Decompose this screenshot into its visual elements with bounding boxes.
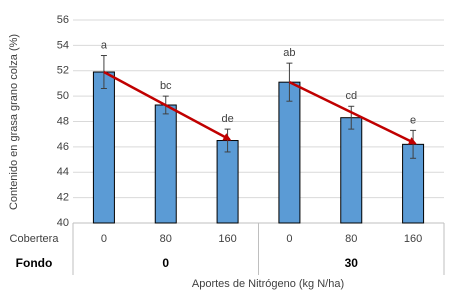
group-label: 0: [162, 256, 169, 270]
significance-letter: de: [221, 113, 233, 125]
significance-letter: ab: [283, 47, 295, 59]
bar: [278, 81, 301, 224]
x-axis-label: Aportes de Nitrógeno (kg N/ha): [192, 278, 344, 290]
y-tick-label: 44: [57, 166, 69, 178]
y-tick-label: 40: [57, 217, 69, 229]
x-tick-label: 80: [160, 233, 172, 245]
y-tick-label: 50: [57, 90, 69, 102]
row-label: Cobertera: [10, 233, 60, 245]
y-tick-label: 56: [57, 14, 69, 26]
significance-letter: bc: [160, 80, 172, 92]
y-axis-label: Contenido en grasa grano colza (%): [8, 34, 20, 210]
bar: [216, 140, 239, 224]
significance-letter: a: [101, 39, 108, 51]
y-tick-label: 54: [57, 39, 69, 51]
y-tick-label: 42: [57, 192, 69, 204]
group-row-label: Fondo: [16, 256, 53, 270]
significance-letter: cd: [345, 90, 357, 102]
x-tick-label: 160: [404, 233, 422, 245]
x-tick-label: 0: [286, 233, 292, 245]
bar: [340, 117, 363, 224]
trend-arrow: [103, 70, 232, 141]
bar: [92, 71, 115, 224]
bar: [154, 104, 177, 224]
y-tick-label: 46: [57, 141, 69, 153]
x-tick-label: 0: [101, 233, 107, 245]
group-label: 30: [345, 256, 359, 270]
y-tick-label: 52: [57, 65, 69, 77]
trend-arrow: [288, 81, 417, 145]
x-tick-label: 160: [218, 233, 236, 245]
y-tick-label: 48: [57, 115, 69, 127]
x-tick-label: 80: [345, 233, 357, 245]
significance-letter: e: [410, 114, 416, 126]
